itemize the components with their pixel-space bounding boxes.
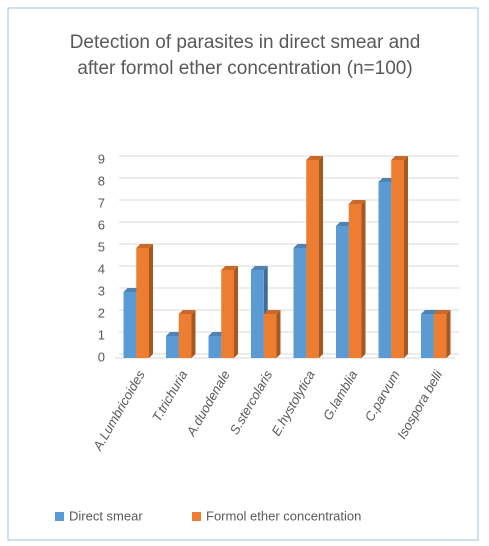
bar <box>136 248 149 358</box>
bar-top <box>263 310 281 314</box>
bar <box>263 314 277 358</box>
bar <box>306 160 319 358</box>
x-tick-label: S.stercolaris <box>227 367 276 437</box>
bar-top <box>433 310 451 314</box>
bar-top <box>166 332 183 336</box>
y-tick-label: 7 <box>98 195 105 210</box>
chart-frame <box>7 7 479 541</box>
bar <box>178 314 192 358</box>
x-tick-label: T.trichuria <box>149 368 190 425</box>
bar-side <box>361 200 366 358</box>
bar <box>391 160 404 358</box>
y-tick-label: 5 <box>98 239 105 254</box>
bar-top <box>136 244 153 248</box>
y-tick-label: 4 <box>98 261 105 276</box>
bar-side <box>276 310 281 358</box>
bar-side <box>404 156 408 358</box>
bar-top <box>293 244 311 248</box>
x-tick-label: E.hystolytica <box>268 368 317 439</box>
bar-side <box>446 310 451 358</box>
y-tick-label: 3 <box>98 283 105 298</box>
bar <box>421 314 434 358</box>
bar <box>166 336 179 358</box>
y-tick-label: 2 <box>98 305 105 320</box>
bar <box>433 314 447 358</box>
bar-top <box>123 288 141 292</box>
bar-top <box>391 156 408 160</box>
legend-label: Direct smear <box>69 508 143 523</box>
bar-top <box>336 222 353 226</box>
legend-swatch <box>55 512 64 521</box>
bar <box>251 270 264 358</box>
bar <box>221 270 234 358</box>
bar <box>336 226 349 358</box>
bar-top <box>251 266 268 270</box>
x-tick-label: C.parvum <box>362 368 403 424</box>
y-tick-label: 9 <box>98 151 105 166</box>
x-tick-label: A.duodenale <box>183 368 233 440</box>
x-tick-label: G.lamblia <box>320 368 360 423</box>
bar-top <box>306 156 323 160</box>
bar-side <box>191 310 196 358</box>
bar-top <box>421 310 438 314</box>
bar <box>293 248 307 358</box>
bar-top <box>178 310 196 314</box>
bar-top <box>348 200 366 204</box>
bar-top <box>221 266 238 270</box>
bar-side <box>319 156 323 358</box>
chart-title: Detection of parasites in direct smear a… <box>69 32 421 79</box>
y-tick-label: 1 <box>98 327 105 342</box>
legend-swatch <box>192 512 201 521</box>
bar <box>348 204 362 358</box>
bar-top <box>208 332 226 336</box>
bar-top <box>378 178 396 182</box>
bar <box>123 292 137 358</box>
legend-label: Formol ether concentration <box>206 508 361 523</box>
x-tick-label: A.Lumbricoides <box>90 367 149 453</box>
bar-side <box>234 266 238 358</box>
x-tick-label: Isospora belli <box>394 367 446 442</box>
bar <box>378 182 392 358</box>
bar <box>208 336 222 358</box>
bar-side <box>149 244 153 358</box>
y-tick-label: 0 <box>98 349 105 364</box>
y-tick-label: 6 <box>98 217 105 232</box>
y-tick-label: 8 <box>98 173 105 188</box>
